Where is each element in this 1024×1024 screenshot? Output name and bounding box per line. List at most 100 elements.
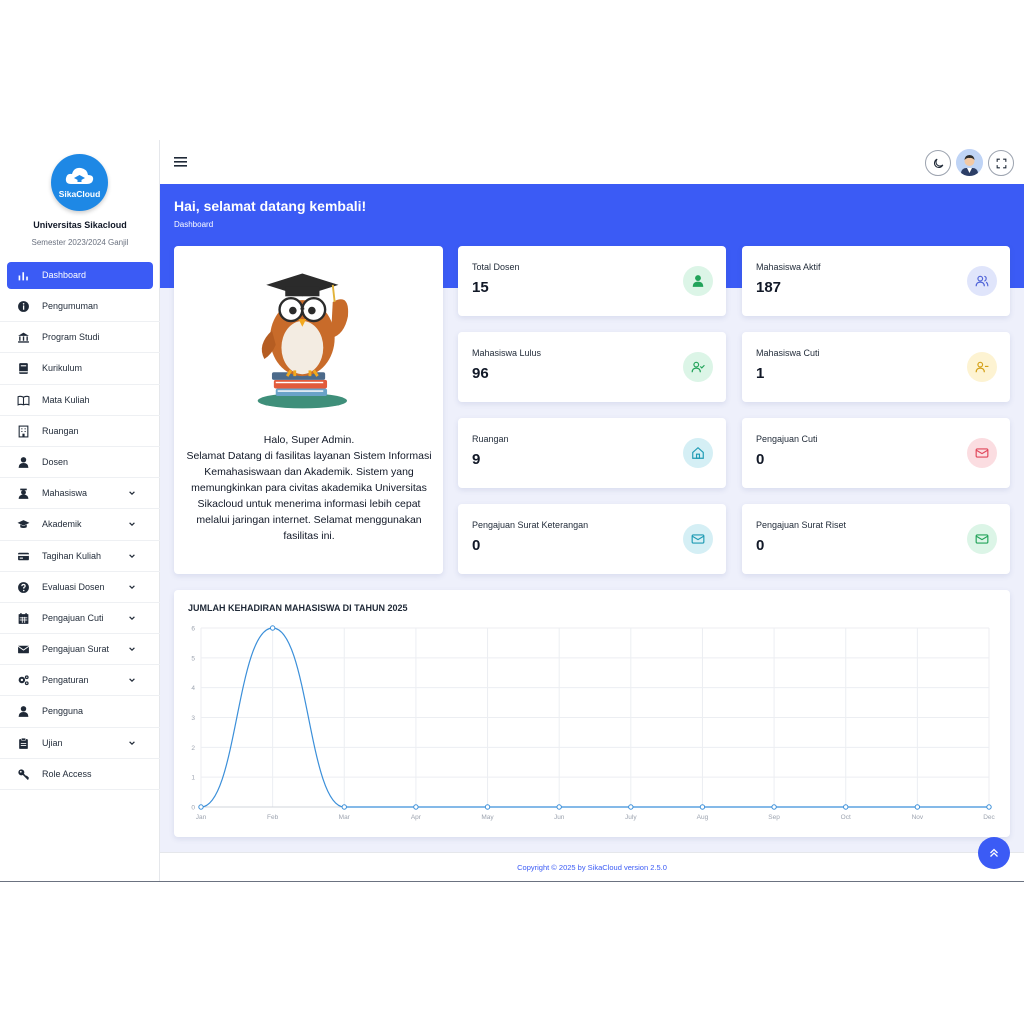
building-icon bbox=[17, 425, 30, 438]
sidebar-item-pengumuman[interactable]: Pengumuman bbox=[0, 291, 160, 323]
stat-title: Mahasiswa Cuti bbox=[756, 348, 820, 358]
book-icon bbox=[17, 362, 30, 375]
copyright-text: Copyright © 2025 by SikaCloud version 2.… bbox=[517, 863, 667, 872]
double-chevron-up-icon bbox=[990, 848, 998, 857]
welcome-message: Halo, Super Admin. Selamat Datang di fas… bbox=[184, 432, 434, 544]
attendance-chart-card: JUMLAH KEHADIRAN MAHASISWA DI TAHUN 2025… bbox=[174, 590, 1010, 837]
y-tick-label: 4 bbox=[191, 685, 195, 692]
cloud-icon bbox=[65, 167, 94, 184]
sidebar-item-pengaturan[interactable]: Pengaturan bbox=[0, 665, 160, 697]
stat-value: 0 bbox=[756, 537, 765, 554]
sidebar-item-label: Program Studi bbox=[42, 332, 100, 343]
sidebar-item-evaluasi-dosen[interactable]: Evaluasi Dosen bbox=[0, 572, 160, 603]
sidebar-item-label: Pengumuman bbox=[42, 301, 99, 311]
stat-card-pengajuan-surat-keterangan: Pengajuan Surat Keterangan 0 bbox=[458, 504, 726, 574]
sidebar-item-dashboard[interactable]: Dashboard bbox=[7, 262, 153, 289]
university-name: Universitas Sikacloud bbox=[33, 220, 127, 230]
moon-icon bbox=[933, 158, 944, 169]
stat-card-mahasiswa-cuti: Mahasiswa Cuti 1 bbox=[742, 332, 1010, 402]
sidebar-item-pengajuan-cuti[interactable]: Pengajuan Cuti bbox=[0, 603, 160, 635]
sidebar-item-pengajuan-surat[interactable]: Pengajuan Surat bbox=[0, 634, 160, 666]
data-point bbox=[198, 804, 204, 810]
sidebar-item-kurikulum[interactable]: Kurikulum bbox=[0, 353, 160, 385]
y-tick-label: 5 bbox=[191, 655, 195, 662]
user-icon bbox=[17, 705, 30, 718]
stat-icon-bubble bbox=[967, 352, 997, 382]
open-book-icon bbox=[17, 394, 30, 407]
sidebar-item-akademik[interactable]: Akademik bbox=[0, 509, 160, 541]
sidebar-item-pengguna[interactable]: Pengguna bbox=[0, 696, 160, 728]
sidebar-item-label: Pengajuan Cuti bbox=[42, 612, 104, 623]
sidebar-item-mahasiswa[interactable]: Mahasiswa bbox=[0, 478, 160, 510]
data-point bbox=[699, 804, 706, 810]
welcome-body: Selamat Datang di fasilitas layanan Sist… bbox=[186, 450, 432, 542]
chevron-down-icon bbox=[129, 585, 135, 589]
calendar-icon bbox=[17, 612, 30, 625]
bar-chart-icon bbox=[17, 269, 30, 282]
sikacloud-logo[interactable]: SikaCloud bbox=[51, 154, 108, 211]
x-tick-label: Apr bbox=[411, 814, 422, 821]
y-tick-label: 2 bbox=[191, 745, 195, 752]
breadcrumb[interactable]: Dashboard bbox=[174, 220, 214, 229]
x-tick-label: Dec bbox=[983, 814, 995, 821]
sidebar-item-label: Ruangan bbox=[42, 425, 79, 436]
sidebar-item-role-access[interactable]: Role Access bbox=[0, 759, 160, 790]
credit-card-icon bbox=[17, 550, 30, 563]
key-icon bbox=[17, 768, 30, 781]
y-tick-label: 3 bbox=[191, 715, 195, 722]
sidebar-item-label: Tagihan Kuliah bbox=[42, 550, 102, 561]
data-point bbox=[484, 804, 491, 810]
stat-icon-bubble bbox=[683, 438, 713, 468]
sidebar-item-label: Pengaturan bbox=[42, 675, 89, 686]
sidebar-item-program-studi[interactable]: Program Studi bbox=[0, 322, 160, 354]
stat-card-pengajuan-cuti: Pengajuan Cuti 0 bbox=[742, 418, 1010, 488]
sidebar-item-label: Ujian bbox=[42, 737, 63, 748]
attendance-line-chart: 0 1 2 3 4 5 6 Jan Feb Mar Apr May Jun July Aug Sep Oct No… bbox=[191, 625, 996, 821]
stat-value: 15 bbox=[472, 279, 489, 296]
sidebar-item-label: Mahasiswa bbox=[42, 488, 88, 499]
user-avatar[interactable] bbox=[956, 149, 983, 176]
clipboard-icon bbox=[17, 737, 30, 750]
semester-label: Semester 2023/2024 Ganjil bbox=[31, 238, 129, 247]
chevron-down-icon bbox=[129, 741, 135, 745]
stat-icon-bubble bbox=[683, 352, 713, 382]
stat-value: 0 bbox=[472, 537, 481, 554]
data-point bbox=[986, 804, 992, 810]
dark-mode-button[interactable] bbox=[925, 150, 951, 176]
owl-mascot-icon bbox=[257, 273, 349, 409]
chevron-down-icon bbox=[129, 553, 135, 558]
y-tick-label: 6 bbox=[191, 626, 195, 633]
sidebar-item-ruangan[interactable]: Ruangan bbox=[0, 416, 160, 447]
chevron-down-icon bbox=[129, 678, 135, 683]
question-icon bbox=[17, 581, 30, 594]
sidebar-item-label: Pengguna bbox=[42, 706, 84, 717]
data-point bbox=[269, 625, 276, 631]
stat-title: Ruangan bbox=[472, 434, 509, 444]
institution-icon bbox=[17, 331, 30, 344]
x-tick-label: Aug bbox=[697, 814, 709, 821]
sidebar-item-dosen[interactable]: Dosen bbox=[0, 447, 160, 479]
x-tick-label: Sep bbox=[768, 814, 780, 821]
sidebar-item-mata-kuliah[interactable]: Mata Kuliah bbox=[0, 385, 160, 416]
sidebar-item-label: Mata Kuliah bbox=[42, 394, 90, 405]
data-point bbox=[413, 804, 419, 810]
stat-icon-bubble bbox=[967, 266, 997, 296]
x-tick-label: May bbox=[481, 814, 494, 821]
stat-value: 9 bbox=[472, 451, 481, 468]
menu-toggle-icon[interactable] bbox=[174, 156, 188, 168]
data-point bbox=[341, 804, 347, 810]
stat-title: Pengajuan Surat Riset bbox=[756, 520, 847, 530]
sidebar-item-tagihan-kuliah[interactable]: Tagihan Kuliah bbox=[0, 541, 160, 572]
sidebar-item-label: Dashboard bbox=[42, 270, 87, 280]
graduation-cap-icon bbox=[17, 518, 30, 531]
fullscreen-button[interactable] bbox=[988, 150, 1014, 176]
scroll-to-top-button[interactable] bbox=[978, 837, 1010, 869]
x-tick-label: Oct bbox=[841, 814, 851, 821]
stat-card-total-dosen: Total Dosen 15 bbox=[458, 246, 726, 316]
data-point bbox=[771, 804, 777, 810]
sidebar-item-ujian[interactable]: Ujian bbox=[0, 728, 160, 759]
x-tick-label: July bbox=[625, 814, 637, 821]
chevron-down-icon bbox=[129, 491, 135, 496]
welcome-hello: Halo, Super Admin. bbox=[263, 434, 355, 446]
sidebar: SikaCloud Universitas Sikacloud Semester… bbox=[0, 140, 160, 881]
